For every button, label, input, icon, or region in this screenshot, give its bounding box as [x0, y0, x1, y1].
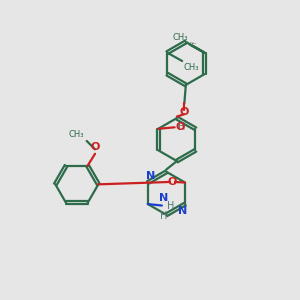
Text: O: O — [175, 122, 185, 132]
Text: H: H — [160, 211, 167, 220]
Text: methyl: methyl — [192, 43, 197, 44]
Text: CH₃: CH₃ — [69, 130, 84, 139]
Text: CH₃: CH₃ — [184, 63, 200, 72]
Text: N: N — [159, 193, 168, 202]
Text: H: H — [178, 122, 186, 132]
Text: CH₃: CH₃ — [172, 33, 188, 42]
Text: O: O — [90, 142, 100, 152]
Text: O: O — [180, 107, 189, 117]
Text: H: H — [167, 200, 174, 211]
Text: N: N — [178, 206, 187, 216]
Text: O: O — [168, 177, 177, 187]
Text: methyl: methyl — [190, 42, 194, 43]
Text: N: N — [146, 171, 155, 181]
